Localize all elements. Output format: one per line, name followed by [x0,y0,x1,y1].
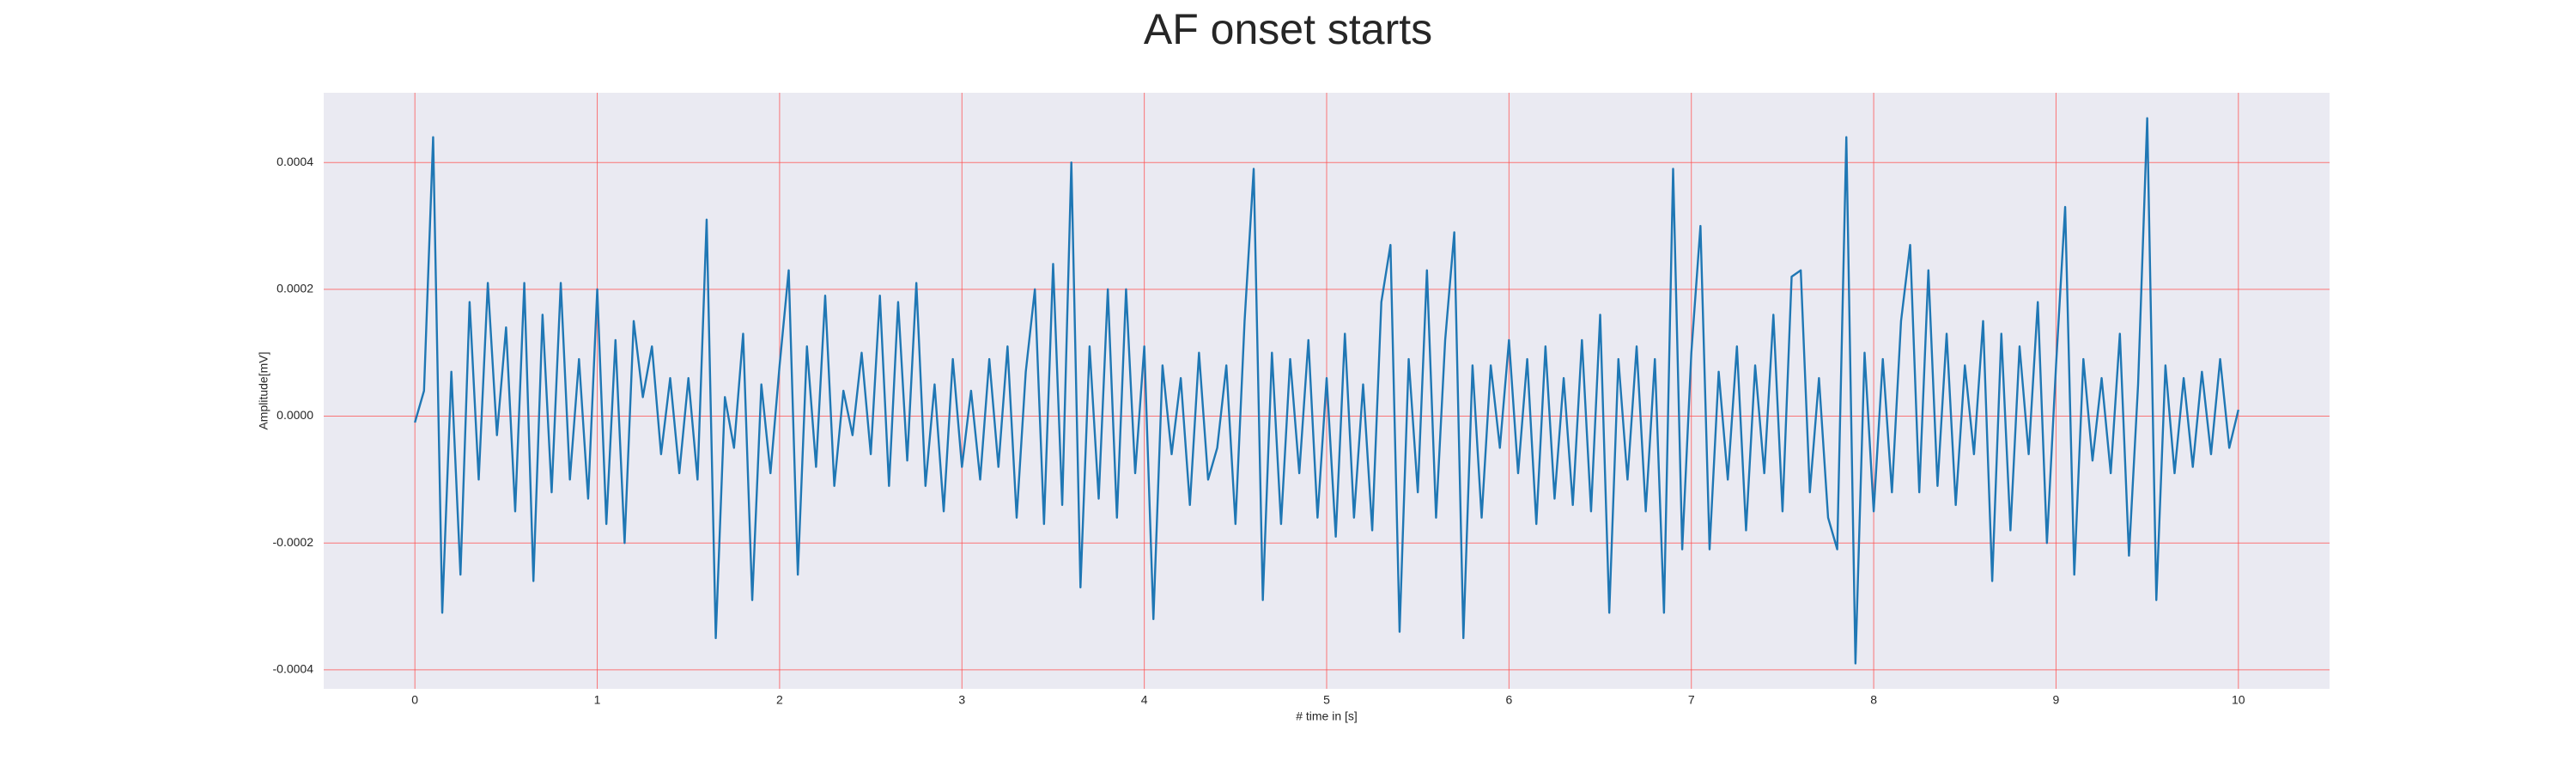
line-layer [414,117,2239,665]
x-tick-label: 6 [1505,693,1512,707]
y-tick-label: -0.0002 [273,535,314,549]
grid [324,93,2330,689]
y-tick-label: 0.0000 [276,408,313,422]
x-tick-label: 4 [1141,693,1148,707]
y-tick-label: -0.0004 [273,662,314,676]
labels: 0 1 2 3 4 5 6 7 8 9 10 -0.0004 -0.0002 0.0000 0.0002 0.… [273,155,2245,707]
x-tick-label: 9 [2053,693,2060,707]
y-tick-label: 0.0004 [276,155,313,168]
x-axis-label: # time in [s] [1296,709,1358,723]
y-tick-label: 0.0002 [276,282,313,295]
y-axis-label: Amplitude[mV] [257,351,270,429]
signal-line [414,117,2239,665]
x-tick-label: 10 [2232,693,2245,707]
chart-title: AF onset starts [1144,5,1432,53]
x-tick-label: 0 [411,693,418,707]
x-tick-label: 5 [1323,693,1330,707]
x-tick-label: 7 [1688,693,1695,707]
x-tick-label: 1 [594,693,601,707]
x-tick-label: 8 [1870,693,1877,707]
x-tick-label: 3 [958,693,965,707]
x-tick-label: 2 [776,693,783,707]
